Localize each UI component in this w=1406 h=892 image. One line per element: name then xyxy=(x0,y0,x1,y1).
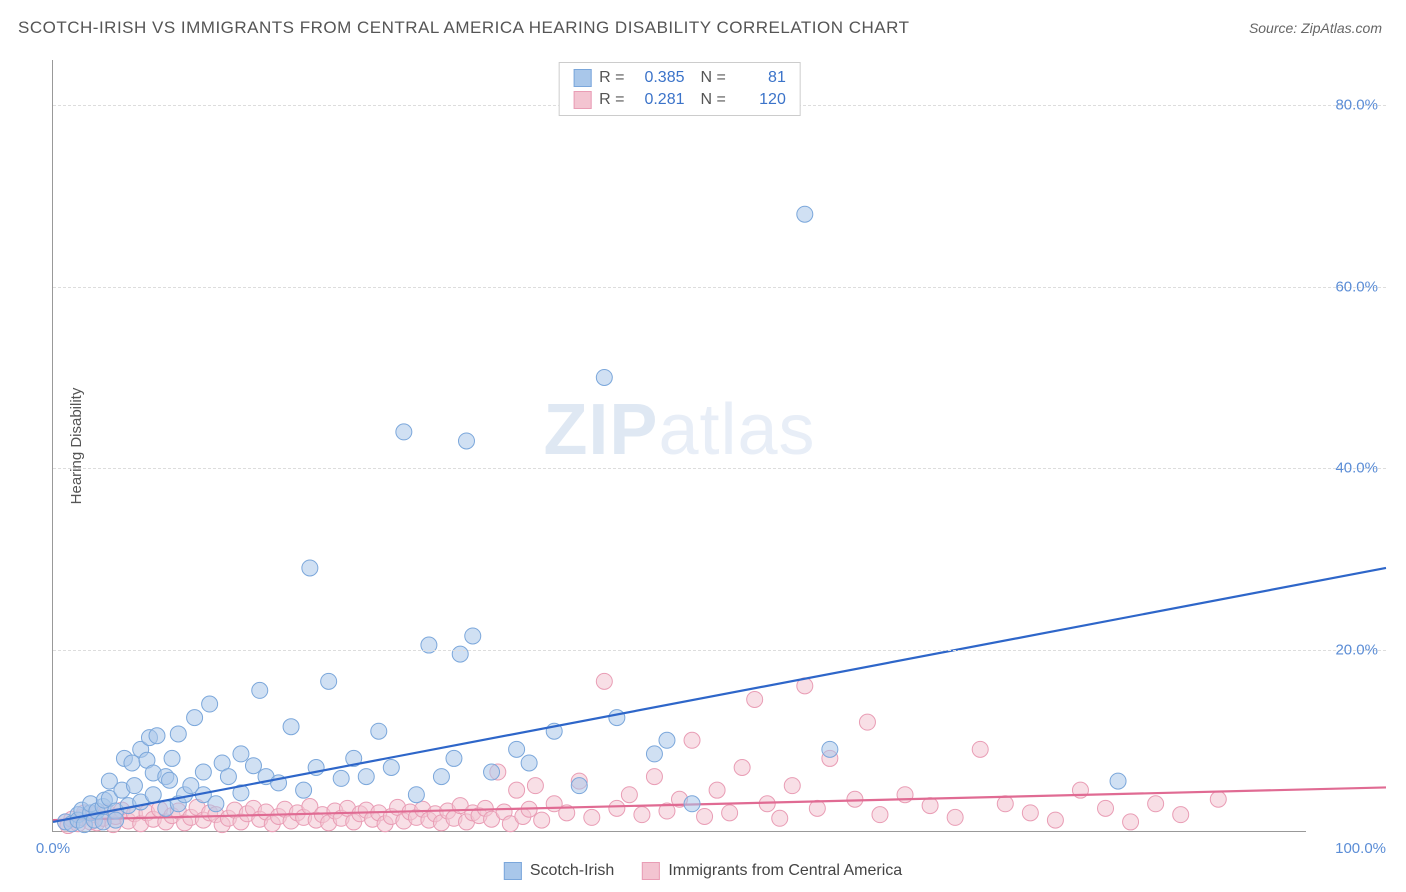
ytick-20: 20.0% xyxy=(1335,641,1378,658)
ytick-60: 60.0% xyxy=(1335,278,1378,295)
plot-region: ZIPatlas R = 0.385 N = 81 R = 0.281 N = … xyxy=(52,60,1306,832)
chart-source: Source: ZipAtlas.com xyxy=(1249,20,1382,36)
series-legend: Scotch-Irish Immigrants from Central Ame… xyxy=(504,862,902,880)
swatch-series-0-bottom xyxy=(504,862,522,880)
legend-item-0: Scotch-Irish xyxy=(504,862,614,880)
chart-header: SCOTCH-IRISH VS IMMIGRANTS FROM CENTRAL … xyxy=(0,0,1406,44)
chart-area: ZIPatlas R = 0.385 N = 81 R = 0.281 N = … xyxy=(52,60,1386,832)
chart-title: SCOTCH-IRISH VS IMMIGRANTS FROM CENTRAL … xyxy=(18,18,909,38)
swatch-series-0 xyxy=(573,69,591,87)
stat-row-0: R = 0.385 N = 81 xyxy=(573,67,786,89)
ytick-80: 80.0% xyxy=(1335,97,1378,114)
xtick-0: 0.0% xyxy=(36,840,70,857)
stat-row-1: R = 0.281 N = 120 xyxy=(573,89,786,111)
legend-item-1: Immigrants from Central America xyxy=(642,862,902,880)
stat-legend: R = 0.385 N = 81 R = 0.281 N = 120 xyxy=(558,62,801,116)
plot-svg xyxy=(53,60,1306,831)
swatch-series-1 xyxy=(573,91,591,109)
swatch-series-1-bottom xyxy=(642,862,660,880)
xtick-100: 100.0% xyxy=(1335,840,1386,857)
ytick-40: 40.0% xyxy=(1335,460,1378,477)
